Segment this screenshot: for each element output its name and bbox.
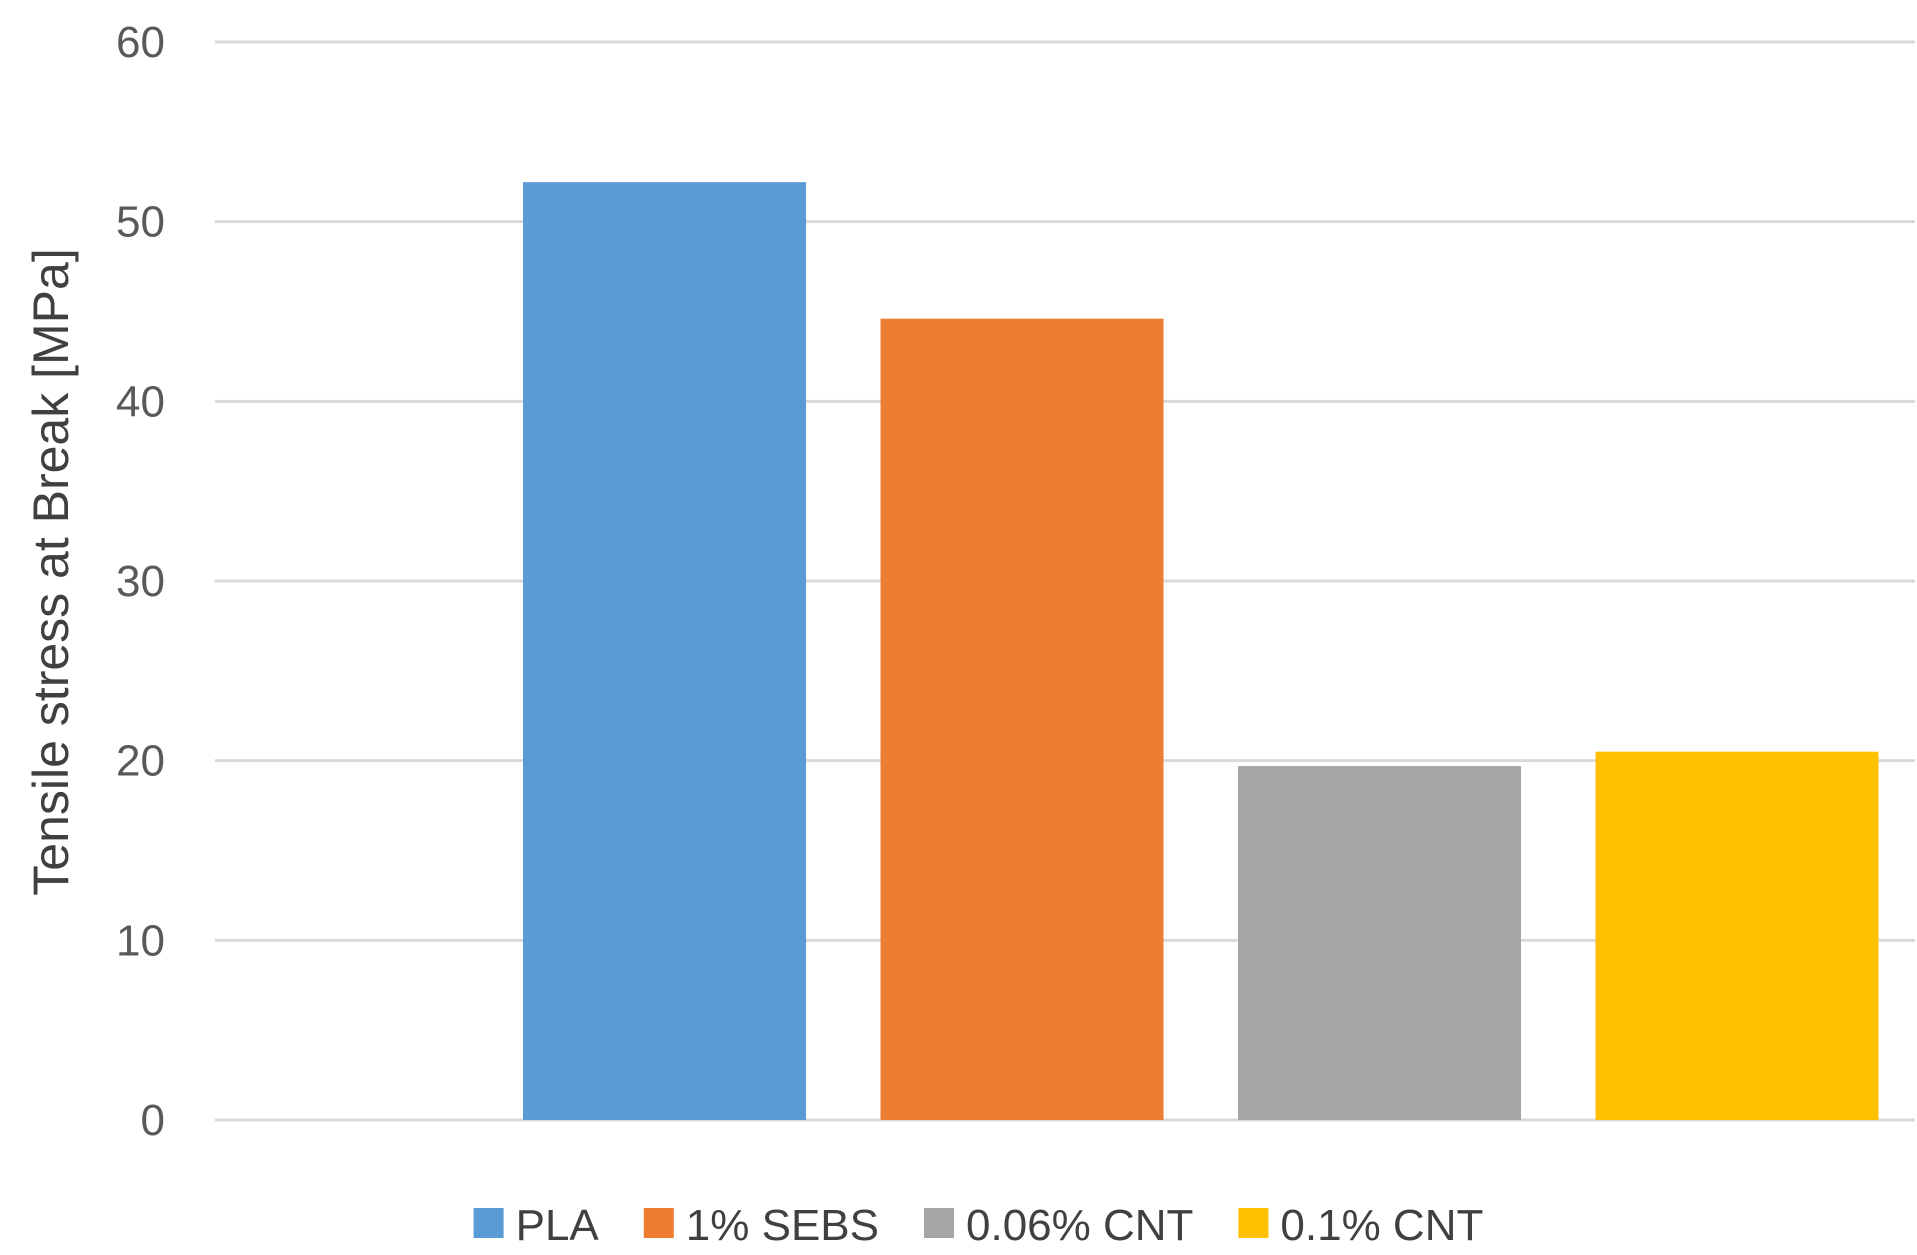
bar-1-sebs [880, 318, 1164, 1121]
y-tick-label: 20 [116, 737, 165, 786]
legend: PLA 1% SEBS 0.06% CNT 0.1% CNT [473, 1201, 1483, 1250]
legend-item: PLA [473, 1201, 600, 1250]
bar-0-06-cnt [1238, 766, 1521, 1120]
y-tick-label: 50 [116, 198, 165, 247]
y-axis-title: Tensile stress at Break [MPa] [23, 248, 79, 895]
legend-item: 1% SEBS [643, 1201, 879, 1250]
y-tick-label: 0 [141, 1096, 165, 1145]
y-tick-label: 60 [116, 18, 165, 67]
legend-swatch [643, 1208, 674, 1238]
legend-swatch [473, 1208, 504, 1238]
legend-swatch [924, 1208, 955, 1238]
legend-label: 1% SEBS [686, 1201, 879, 1250]
legend-label: 0.06% CNT [966, 1201, 1193, 1250]
bar-0-1-cnt [1595, 751, 1879, 1120]
legend-item: 0.06% CNT [924, 1201, 1193, 1250]
legend-swatch [1238, 1208, 1269, 1238]
y-axis-ticks: 0 10 20 30 40 50 60 [116, 18, 165, 1145]
y-tick-label: 30 [116, 557, 165, 606]
y-tick-label: 40 [116, 377, 165, 426]
y-tick-label: 10 [116, 916, 165, 965]
legend-item: 0.1% CNT [1238, 1201, 1483, 1250]
bars [523, 182, 1879, 1121]
bar-pla [523, 182, 806, 1120]
legend-label: PLA [516, 1201, 600, 1250]
legend-label: 0.1% CNT [1280, 1201, 1483, 1250]
